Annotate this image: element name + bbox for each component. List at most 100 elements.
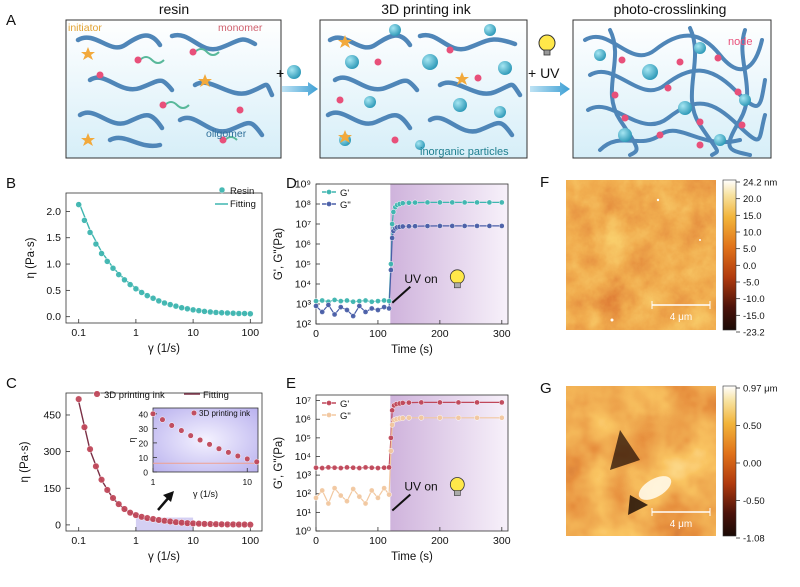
uv-on-annotation: UV on (404, 480, 437, 494)
g-prime-point (449, 199, 456, 206)
y-tick-label: 10⁰ (295, 526, 312, 538)
y-tick-label: 10⁷ (296, 219, 312, 231)
g-double-prime-point (325, 302, 332, 308)
label-node: node (728, 36, 752, 48)
data-point-resin (109, 265, 117, 272)
g-prime-point (424, 199, 431, 206)
lightbulb-base-icon (454, 282, 461, 289)
chart-e-modulus-ink: E 0 100 200 300 10⁰ 10¹ 10² 10³ 10⁴ 10⁵ 10⁶ 10⁷ Time … (273, 375, 511, 563)
g-double-prime-point (331, 311, 338, 318)
g-double-prime-point (356, 303, 363, 309)
x-tick-label: 300 (493, 535, 511, 547)
x-tick-label: 100 (242, 327, 260, 339)
colorbar-tick-label: -0.50 (743, 496, 765, 507)
g-prime-point (362, 297, 369, 304)
chart-b-viscosity-resin: B 0.1 1 10 100 0.0 0.5 1.0 1.5 2.0 γ (1/s) η (Pa·s)… (6, 175, 263, 355)
data-point-resin (184, 305, 191, 313)
y-tick-label: 10² (296, 488, 312, 500)
data-point-resin (172, 302, 180, 310)
data-point-resin (212, 309, 220, 316)
g-prime-point (418, 399, 425, 406)
afm-g-features (610, 430, 672, 515)
g-prime-point (399, 400, 406, 406)
g-double-prime-point (381, 304, 387, 310)
afm-image-g (566, 386, 716, 536)
g-prime-point (388, 261, 394, 267)
g-double-prime-point (350, 486, 357, 492)
legend-label-g-prime: G' (340, 399, 349, 410)
g-double-prime-point (424, 223, 431, 229)
g-prime-point (313, 464, 319, 471)
data-point-ink (86, 445, 94, 453)
resin-monomers (96, 48, 244, 144)
colorbar-tick-label: -5.0 (743, 278, 759, 289)
data-point-resin (132, 285, 140, 293)
panel-a-letter: A (6, 12, 16, 29)
colorbar-tick-label: 10.0 (743, 228, 762, 239)
y-tick-label: 2.0 (46, 206, 61, 218)
inset-data-point (234, 452, 241, 460)
data-point-resin (207, 308, 214, 316)
panel-a-schematic: A resin 3D printing ink photo-crosslinki… (6, 1, 772, 159)
x-axis-label: Time (s) (391, 344, 433, 356)
g-prime-point (344, 297, 350, 304)
g-prime-point (406, 399, 412, 406)
x-tick-label: 100 (369, 328, 387, 340)
data-point-resin (86, 229, 94, 236)
y-tick-label: 10³ (296, 470, 312, 482)
panel-letter: E (286, 375, 296, 392)
g-double-prime-point (362, 500, 369, 507)
y-tick-label: 150 (43, 483, 61, 495)
g-double-prime-point (313, 303, 319, 309)
g-prime-point (406, 199, 412, 206)
g-double-prime-point (368, 305, 375, 312)
data-point-resin (247, 310, 254, 318)
g-prime-point (325, 464, 332, 471)
colorbar-g (722, 385, 737, 537)
g-double-prime-point (381, 485, 387, 491)
g-prime-point (362, 464, 369, 471)
data-point-ink (143, 514, 151, 522)
data-point-resin (92, 240, 100, 248)
g-prime-point (389, 221, 396, 227)
x-tick-label: 0.1 (71, 327, 86, 339)
g-double-prime-point (389, 235, 396, 241)
scale-bar-g-label: 4 μm (670, 519, 692, 530)
data-point-resin (195, 307, 203, 314)
y-tick-label: 10⁶ (295, 239, 311, 251)
x-tick-label: 300 (493, 328, 511, 340)
fitting-line (78, 201, 251, 315)
y-tick-label: 10⁶ (295, 414, 311, 426)
y-tick-label: 10¹ (296, 507, 312, 519)
g-prime-point (455, 399, 462, 406)
legend-label-fitting: Fitting (230, 199, 256, 210)
x-tick-label: 200 (431, 328, 449, 340)
g-double-prime-point (325, 500, 332, 507)
afm-f-highlights (610, 198, 701, 322)
inset-data-point (149, 410, 157, 417)
g-prime-point (486, 199, 493, 206)
panel-letter: D (286, 175, 297, 192)
legend-label-resin: Resin (230, 186, 254, 197)
inset-data-point (168, 422, 175, 429)
label-oligomer: oligomer (206, 128, 247, 140)
uv-on-arrow (391, 493, 411, 512)
x-tick-label: 200 (431, 535, 449, 547)
g-double-prime-point (437, 223, 443, 229)
particle-icon (287, 65, 301, 79)
y-axis-label: G', G"(Pa) (273, 228, 285, 280)
data-point-resin (155, 297, 163, 305)
g-prime-point (319, 465, 326, 471)
stage1-title: resin (159, 1, 189, 17)
data-point-resin (144, 292, 151, 299)
colorbar-f (722, 179, 737, 331)
colorbar-tick-label: -23.2 (743, 328, 765, 339)
legend-marker-g-prime (326, 189, 332, 195)
g-prime-point (375, 298, 381, 304)
crosslink-nodes (611, 54, 746, 149)
y-tick-label: 450 (43, 409, 61, 421)
x-tick-label: 100 (369, 535, 387, 547)
inset-data-point (187, 432, 194, 439)
y-tick-label: 10⁴ (295, 451, 311, 463)
